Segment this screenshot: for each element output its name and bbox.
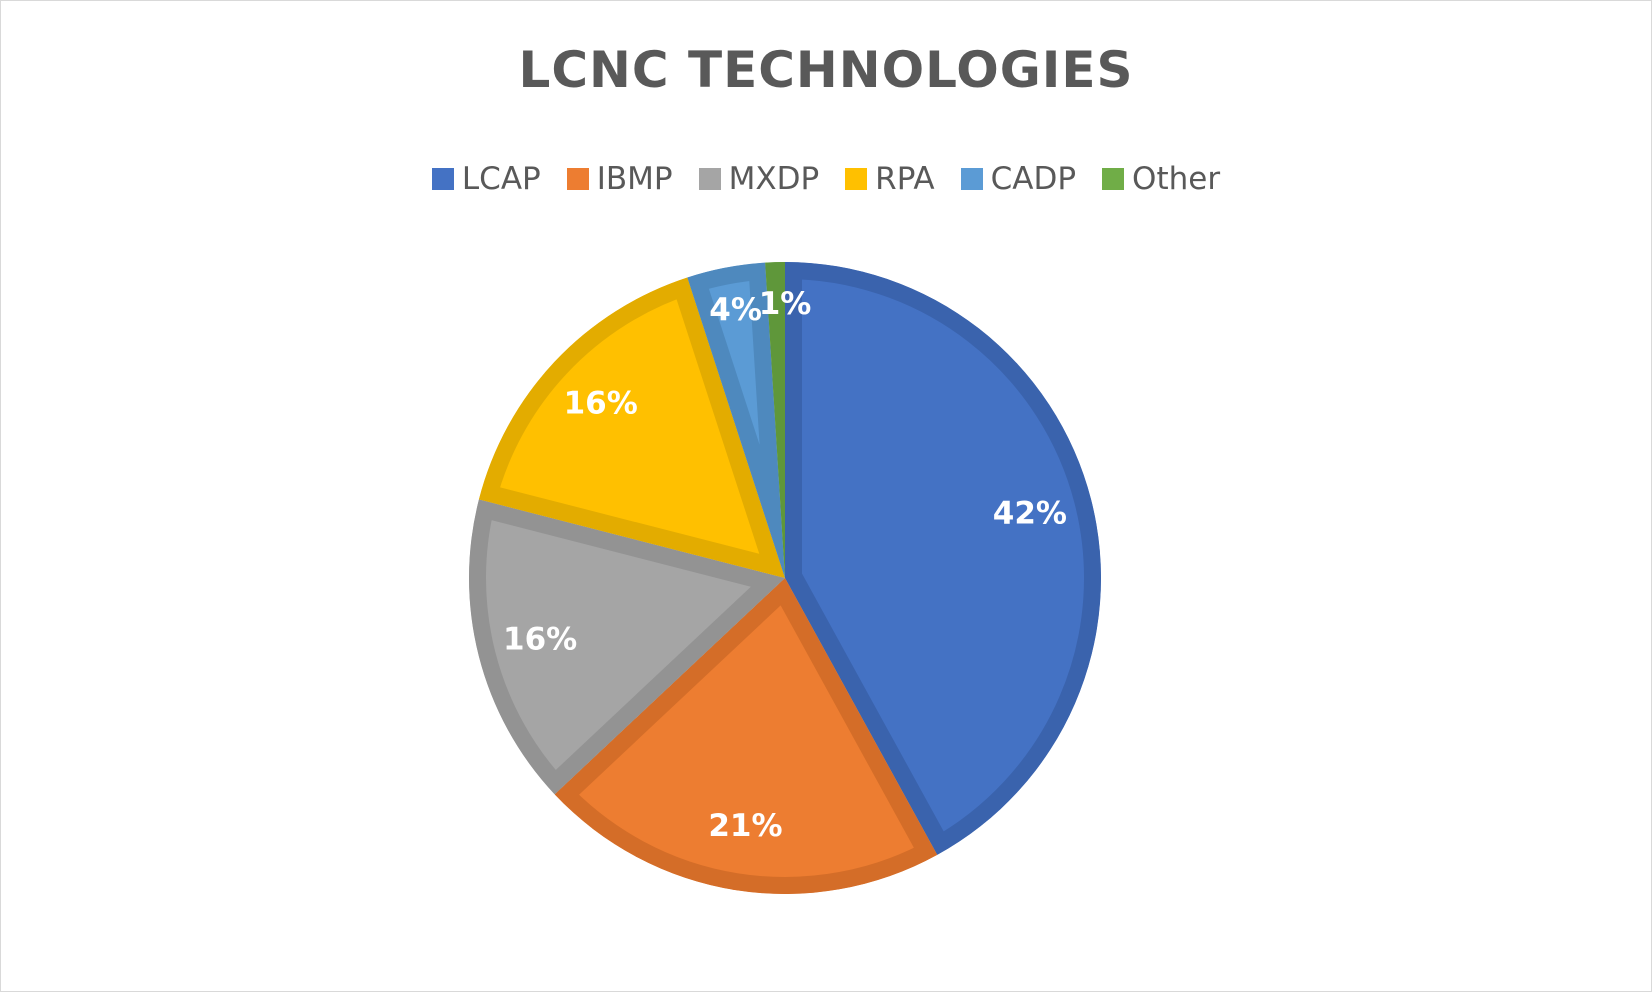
legend-item-cadp: CADP [960, 161, 1077, 197]
chart-title: LCNC TECHNOLOGIES [518, 41, 1134, 99]
legend-label: Other [1132, 161, 1221, 197]
legend-label: LCAP [461, 161, 541, 197]
data-label-mxdp: 16% [503, 621, 577, 657]
legend-swatch [960, 168, 983, 190]
legend-item-mxdp: MXDP [698, 161, 820, 197]
pie-slice-lcap [785, 262, 1101, 855]
legend-swatch [431, 168, 454, 190]
legend-label: MXDP [728, 161, 820, 197]
legend-label: RPA [875, 161, 935, 197]
legend-swatch [1102, 168, 1125, 190]
data-label-lcap: 42% [993, 496, 1067, 532]
pie-slice-ibmp [554, 578, 938, 895]
legend-swatch [566, 168, 589, 190]
pie-slice-cadp [687, 262, 785, 578]
data-label-other: 1% [759, 286, 812, 322]
legend-item-rpa: RPA [845, 161, 935, 197]
legend-label: CADP [990, 161, 1077, 197]
legend-swatch [845, 168, 868, 190]
data-label-rpa: 16% [564, 385, 638, 421]
pie-slice-rpa [478, 277, 785, 578]
legend-label: IBMP [596, 161, 673, 197]
data-label-cadp: 4% [709, 292, 762, 328]
legend-item-other: Other [1102, 161, 1220, 197]
legend-item-lcap: LCAP [431, 161, 541, 197]
legend-item-ibmp: IBMP [566, 161, 673, 197]
legend: LCAP IBMP MXDP RPA CADP Other [1, 161, 1651, 197]
pie-slice-mxdp [469, 499, 785, 795]
data-label-ibmp: 21% [708, 808, 782, 844]
legend-swatch [698, 168, 721, 190]
